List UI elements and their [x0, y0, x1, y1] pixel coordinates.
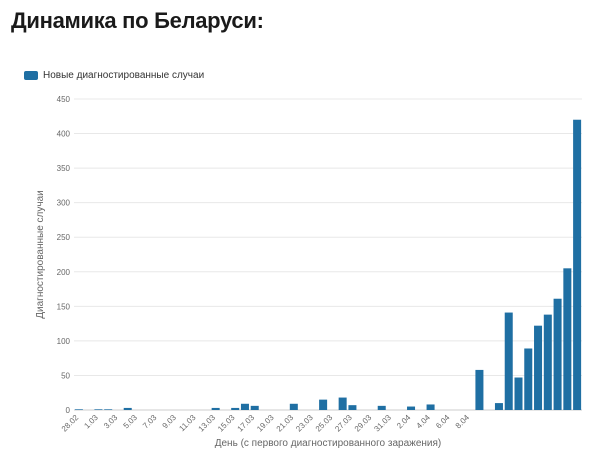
bar — [377, 405, 386, 410]
bar — [543, 314, 552, 410]
bar — [514, 377, 523, 410]
bar — [407, 406, 416, 410]
x-tick-label: 25.03 — [314, 413, 335, 434]
x-tick-label: 6.04 — [434, 413, 452, 431]
x-tick-label: 8.04 — [454, 413, 472, 431]
x-tick-label: 29.03 — [353, 413, 374, 434]
x-tick-label: 11.03 — [177, 413, 197, 433]
y-axis-title: Диагностированные случаи — [35, 190, 46, 318]
y-tick-label: 450 — [57, 95, 71, 104]
chart-legend[interactable]: Новые диагностированные случаи — [24, 70, 204, 81]
y-tick-label: 400 — [57, 130, 71, 139]
bar — [534, 325, 543, 410]
bar — [524, 348, 533, 410]
legend-swatch — [24, 71, 38, 80]
y-tick-label: 150 — [57, 302, 71, 311]
x-tick-label: 28.02 — [60, 413, 81, 434]
bar — [563, 268, 572, 410]
legend-label: Новые диагностированные случаи — [43, 70, 205, 81]
x-tick-label: 13.03 — [197, 413, 218, 434]
bar — [250, 405, 259, 410]
y-tick-label: 100 — [57, 337, 71, 346]
bar — [104, 409, 113, 410]
x-tick-label: 27.03 — [333, 413, 354, 434]
x-tick-label: 5.03 — [122, 413, 140, 431]
bar — [573, 119, 582, 410]
x-tick-label: 23.03 — [294, 413, 315, 434]
x-tick-label: 19.03 — [255, 413, 276, 434]
bar — [348, 405, 357, 410]
bar — [231, 407, 240, 410]
y-tick-label: 300 — [57, 199, 71, 208]
x-tick-label: 3.03 — [102, 413, 120, 431]
bar — [289, 403, 298, 410]
x-tick-label: 4.04 — [415, 413, 433, 431]
x-tick-label: 2.04 — [395, 413, 413, 431]
bar — [426, 404, 435, 410]
y-tick-label: 50 — [61, 371, 70, 380]
bar — [211, 407, 220, 410]
x-axis-title: День (с первого диагностированного зараж… — [215, 438, 442, 449]
bar — [494, 403, 503, 410]
x-tick-label: 1.03 — [82, 413, 100, 431]
y-tick-label: 250 — [57, 233, 71, 242]
y-tick-label: 200 — [57, 268, 71, 277]
x-tick-label: 7.03 — [141, 413, 159, 431]
page-title: Динамика по Беларуси: — [11, 8, 264, 33]
x-tick-label: 31.03 — [372, 413, 393, 434]
x-tick-label: 15.03 — [216, 413, 237, 434]
bar — [319, 399, 328, 410]
bar — [74, 409, 83, 410]
x-tick-label: 9.03 — [161, 413, 179, 431]
x-tick-label: 17.03 — [236, 413, 257, 434]
bar — [475, 369, 484, 410]
bar — [94, 409, 103, 410]
bar — [123, 407, 132, 410]
bar — [504, 312, 513, 410]
bar — [553, 298, 562, 410]
y-tick-label: 350 — [57, 164, 71, 173]
y-tick-label: 0 — [66, 406, 71, 415]
bar — [338, 397, 347, 410]
bar — [240, 403, 249, 410]
x-tick-label: 21.03 — [275, 413, 296, 434]
